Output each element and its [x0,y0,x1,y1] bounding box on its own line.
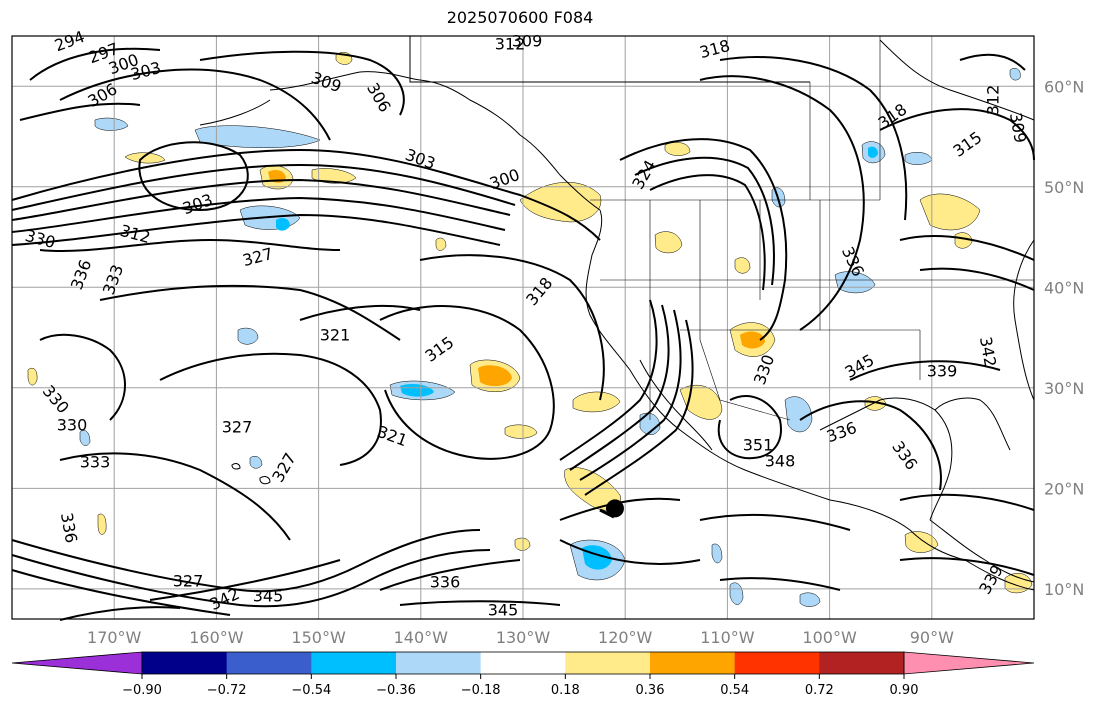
colorbar-tick-label: −0.90 [122,683,162,698]
colorbar-extend-high [903,651,1035,675]
contour-label: 339 [927,362,958,381]
lon-tick-label: 90°W [910,628,954,647]
map-title: 2025070600 F084 [446,8,594,27]
colorbar-segment [142,652,228,674]
colorbar-tick-label: −0.72 [207,683,247,698]
coastlines [199,36,1035,591]
lon-tick-label: 130°W [496,628,551,647]
colorbar-tick-label: 0.54 [720,683,749,698]
contour-label: 336 [430,573,461,592]
contour-label: 312 [984,85,1003,116]
lon-tick-label: 150°W [291,628,346,647]
colorbar-tick-label: 0.18 [551,683,580,698]
colorbar-segment [565,652,651,674]
colorbar-tick-label: 0.90 [890,683,919,698]
contour-label: 312 [495,35,526,54]
colorbar-tick-label: 0.72 [805,683,834,698]
lat-tick-label: 60°N [1044,77,1084,96]
contour-label: 327 [222,418,253,437]
lon-tick-label: 120°W [598,628,653,647]
contour-label: 309 [512,32,543,51]
storm-center-dot [605,499,624,518]
colorbar-segment [819,652,905,674]
colorbar-outline [141,651,905,675]
latitude-labels: 60°N 50°N 40°N 30°N 20°N 10°N [1044,77,1084,599]
lon-tick-label: 160°W [189,628,244,647]
theta-contours [11,47,1035,621]
colorbar-segment [311,652,397,674]
colorbar-segment [396,652,482,674]
lon-tick-label: 100°W [802,628,857,647]
longitude-labels: 170°W 160°W 150°W 140°W 130°W 120°W 110°W 100°W… [87,628,954,647]
lon-tick-label: 170°W [87,628,142,647]
map-frame [11,35,1035,620]
contour-label: 348 [765,452,796,471]
colorbar-segment [650,652,736,674]
colorbar: −0.90 −0.72 −0.54 −0.36 −0.18 0.18 0.36 0.54 0.7… [11,651,1035,698]
colorbar-tick-label: −0.54 [291,683,331,698]
contour-label: 351 [743,436,774,455]
colorbar-segment [480,652,566,674]
lon-tick-label: 140°W [394,628,449,647]
lat-tick-label: 40°N [1044,278,1084,297]
storm-marker [599,499,624,519]
lon-tick-label: 110°W [700,628,755,647]
contour-label: 327 [173,572,204,591]
lat-tick-label: 30°N [1044,379,1084,398]
contour-label: 345 [488,601,519,620]
lat-tick-label: 10°N [1044,580,1084,599]
colorbar-tick-label: −0.18 [461,683,501,698]
colorbar-tick-label: 0.36 [636,683,665,698]
colorbar-extend-low [11,651,143,675]
contour-label: 333 [80,453,111,472]
colorbar-tick-label: −0.36 [376,683,416,698]
lat-tick-label: 50°N [1044,178,1084,197]
contour-label: 345 [253,587,284,606]
anomaly-shading [27,52,1033,607]
lat-tick-label: 20°N [1044,479,1084,498]
colorbar-segment [226,652,312,674]
contour-label: 330 [57,416,88,435]
contour-label: 321 [320,326,351,345]
colorbar-segment [734,652,820,674]
